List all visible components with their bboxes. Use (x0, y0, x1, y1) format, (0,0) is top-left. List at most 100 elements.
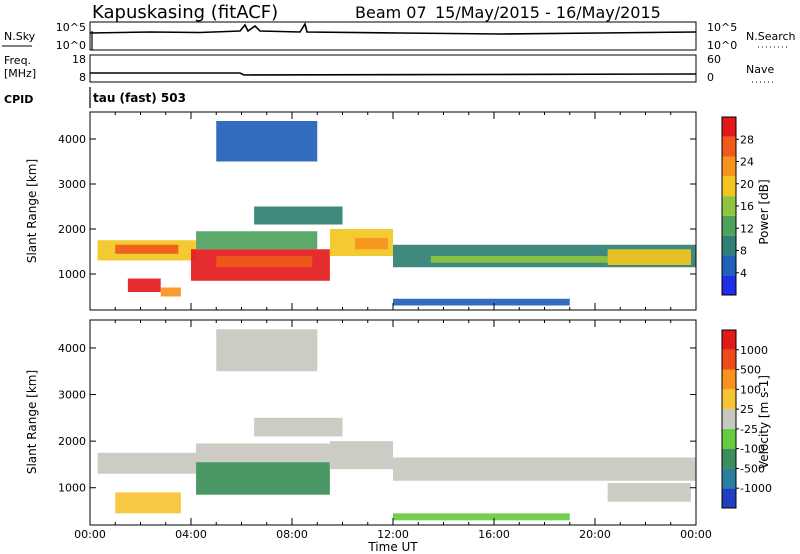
power-colorbar-tick: 8 (740, 245, 747, 258)
date-range: 15/May/2015 - 16/May/2015 (435, 3, 661, 22)
time-tick-label: 00:00 (680, 528, 712, 541)
power-colorbar-tick: 20 (740, 178, 754, 191)
freq-unit: [MHz] (4, 67, 36, 80)
power-ylabel: Slant Range [km] (25, 159, 39, 263)
noise-sky-trace (89, 21, 697, 35)
power-colorbar-tick: 28 (740, 133, 754, 146)
noise-left-label: N.Sky (4, 30, 36, 43)
velocity-patch (115, 492, 181, 514)
station-title: Kapuskasing (fitACF) (92, 2, 278, 23)
power-patch (607, 249, 691, 265)
velocity-ytick-label: 1000 (58, 482, 86, 495)
power-patch (393, 298, 570, 306)
power-colorbar-swatch (722, 255, 736, 276)
velocity-colorbar-tick: 25 (740, 403, 754, 416)
nave-tick-top: 60 (707, 53, 721, 66)
time-axis-label: Time UT (367, 540, 418, 554)
power-colorbar-tick: 4 (740, 267, 747, 280)
power-plot-area (90, 112, 696, 310)
velocity-colorbar-tick: -500 (740, 462, 765, 475)
velocity-colorbar-swatch (722, 349, 736, 370)
power-patch (196, 231, 318, 250)
power-ytick-label: 3000 (58, 178, 86, 191)
power-colorbar-swatch (722, 275, 736, 295)
power-ytick-label: 1000 (58, 268, 86, 281)
power-panel: 4000 3000 2000 1000 Slant Range [km] (25, 111, 697, 311)
velocity-ytick-label: 3000 (58, 389, 86, 402)
power-colorbar-swatch (722, 176, 736, 197)
cpid-value: tau (fast) 503 (93, 91, 186, 105)
power-patch (160, 287, 181, 297)
cpid-label: CPID (4, 93, 33, 106)
power-colorbar-tick: 12 (740, 222, 754, 235)
power-patch (430, 256, 608, 263)
velocity-patch (196, 443, 330, 463)
freq-tick-top: 18 (72, 53, 86, 66)
noise-right-tick-bottom: 10^0 (707, 39, 737, 52)
velocity-colorbar-swatch (722, 488, 736, 508)
time-tick-label: 04:00 (175, 528, 207, 541)
power-ytick-label: 2000 (58, 223, 86, 236)
velocity-colorbar: 1000 500 100 25 -25 -100 -500 -1000 (721, 329, 772, 509)
noise-left-tick-bottom: 10^0 (56, 39, 86, 52)
velocity-patch (196, 462, 330, 495)
freq-trace (90, 72, 697, 76)
time-tick-label: 16:00 (478, 528, 510, 541)
velocity-colorbar-swatch (722, 409, 736, 429)
velocity-ylabel: Slant Range [km] (25, 370, 39, 474)
velocity-colorbar-swatch (722, 428, 736, 449)
power-patch (254, 206, 343, 225)
power-colorbar-tick: 24 (740, 156, 754, 169)
velocity-patch (254, 417, 343, 437)
velocity-colorbar-tick: -100 (740, 443, 765, 456)
velocity-colorbar-swatch (722, 389, 736, 410)
noise-right-tick-top: 10^5 (707, 21, 737, 34)
power-colorbar-swatch (722, 156, 736, 177)
noise-left-tick-top: 10^5 (56, 21, 86, 34)
freq-panel (89, 54, 697, 83)
velocity-colorbar-label: Velocity [m s-1] (757, 375, 771, 469)
noise-right-label: N.Search (746, 30, 796, 43)
time-tick-label: 12:00 (377, 528, 409, 541)
freq-tick-bottom: 8 (79, 71, 86, 84)
nave-label: Nave (746, 63, 774, 76)
beam-label: Beam 07 (355, 3, 427, 22)
power-patch (127, 278, 161, 292)
velocity-colorbar-swatch (722, 330, 736, 350)
velocity-panel: 4000 3000 2000 1000 00:00 04:00 08:00 12:00 16:… (25, 319, 712, 554)
power-colorbar-label: Power [dB] (757, 179, 771, 244)
velocity-patch (393, 513, 570, 521)
power-colorbar-swatch (722, 117, 736, 137)
power-colorbar-swatch (722, 196, 736, 216)
power-ytick-label: 4000 (58, 133, 86, 146)
velocity-ytick-label: 2000 (58, 435, 86, 448)
power-patch (115, 244, 179, 254)
velocity-colorbar-tick: 500 (740, 364, 761, 377)
freq-label: Freq. (4, 54, 31, 67)
power-patch (216, 256, 313, 268)
power-colorbar-tick: 16 (740, 200, 754, 213)
time-tick-label: 08:00 (276, 528, 308, 541)
velocity-patch (97, 452, 197, 474)
velocity-colorbar-tick: 100 (740, 383, 761, 396)
velocity-patch (393, 457, 696, 481)
power-patch (355, 238, 388, 250)
velocity-colorbar-tick: -1000 (740, 482, 772, 495)
velocity-patch (216, 329, 318, 372)
velocity-patch (607, 483, 691, 502)
nave-tick-bottom: 0 (707, 71, 714, 84)
velocity-patch (329, 441, 393, 470)
power-colorbar: 28 24 20 16 12 8 4 (721, 116, 754, 296)
velocity-colorbar-swatch (722, 448, 736, 469)
power-colorbar-swatch (722, 235, 736, 256)
velocity-colorbar-swatch (722, 369, 736, 390)
power-patch (216, 121, 318, 162)
power-colorbar-swatch (722, 215, 736, 236)
velocity-colorbar-swatch (722, 468, 736, 489)
time-tick-label: 20:00 (579, 528, 611, 541)
time-tick-label: 00:00 (74, 528, 106, 541)
velocity-ytick-label: 4000 (58, 342, 86, 355)
power-colorbar-swatch (722, 136, 736, 157)
noise-panel (89, 21, 697, 51)
